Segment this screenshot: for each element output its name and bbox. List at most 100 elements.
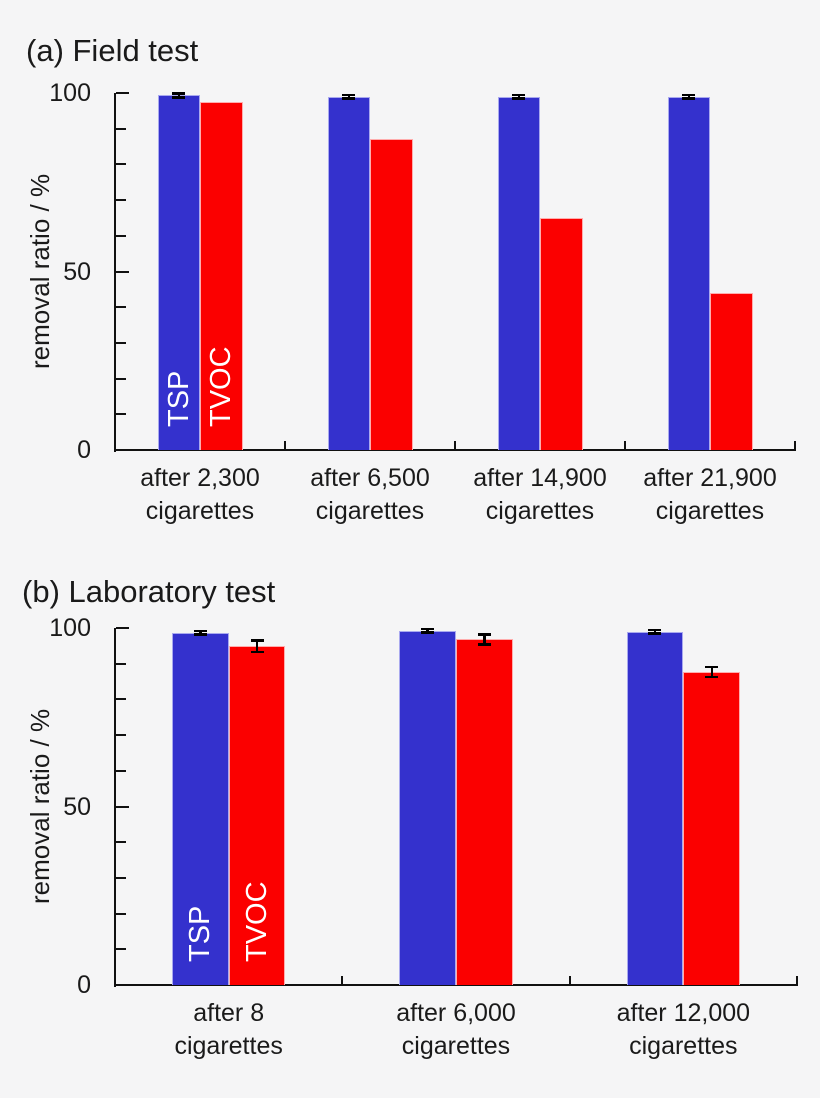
category-label-line: cigarettes (315, 497, 425, 525)
y-tick-label: 50 (63, 257, 91, 286)
y-minor-tick (116, 698, 126, 701)
x-separator-tick (341, 976, 344, 985)
category-label-line: cigarettes (485, 497, 595, 525)
y-minor-tick (116, 306, 126, 309)
y-major-tick (116, 805, 129, 808)
category-label-line: cigarettes (629, 1032, 738, 1060)
category-label-line: after 14,900 (473, 464, 607, 492)
category-label: after 2,300 cigarettes (115, 462, 285, 528)
y-tick-label: 0 (77, 971, 91, 999)
y-minor-tick (116, 734, 126, 737)
error-bar-cap (421, 627, 435, 631)
error-bar-cap (342, 93, 356, 97)
chart-title-laboratory-test: (b) Laboratory test (22, 574, 276, 609)
error-bar (177, 93, 180, 98)
y-minor-tick (116, 662, 126, 665)
y-major-tick (116, 92, 129, 94)
y-minor-tick (116, 841, 126, 844)
error-bar-cap (512, 97, 526, 100)
category-label: after 12,000 cigarettes (570, 997, 797, 1063)
chart-title-field-test: (a) Field test (26, 33, 199, 68)
bar-tvoc (710, 292, 753, 450)
category-label-line: after 2,300 (140, 464, 260, 492)
error-bar (653, 630, 657, 634)
error-bar-cap (250, 639, 264, 642)
error-bar-cap (342, 97, 356, 100)
error-bar-cap (250, 650, 264, 654)
y-major-tick (116, 984, 129, 986)
category-label-line: after 6,500 (310, 464, 430, 492)
x-separator-tick (568, 976, 571, 985)
category-label-line: after 6,000 (396, 999, 516, 1027)
category-label: after 14,900 cigarettes (455, 462, 625, 528)
y-tick-label: 100 (49, 79, 91, 107)
error-bar (255, 640, 259, 652)
error-bar-cap (172, 92, 186, 95)
error-bar-cap (682, 97, 696, 100)
bar-tvoc (540, 217, 583, 450)
error-bar-cap (477, 633, 491, 636)
x-axis (114, 984, 798, 986)
error-bar-cap (477, 643, 491, 646)
error-bar-cap (648, 632, 662, 635)
y-major-tick (116, 270, 129, 273)
bar-tsp (157, 95, 200, 450)
x-axis (114, 449, 796, 451)
error-bar-cap (648, 628, 662, 632)
y-major-tick (116, 449, 129, 451)
bar-tsp (667, 96, 710, 450)
error-bar-cap (512, 93, 526, 97)
y-minor-tick (116, 163, 126, 166)
y-minor-tick (116, 127, 126, 130)
error-bar-cap (193, 633, 207, 636)
category-label-line: after 12,000 (616, 999, 751, 1027)
y-minor-tick (116, 341, 126, 344)
error-bar (347, 95, 350, 99)
error-bar-cap (682, 93, 696, 97)
x-separator-tick (454, 441, 456, 450)
y-axis (114, 628, 116, 987)
y-tick-label: 100 (49, 614, 91, 642)
bar-tvoc (683, 671, 741, 985)
x-axis-end-tick (794, 441, 796, 450)
y-minor-tick (116, 377, 126, 380)
bar-tsp (171, 632, 229, 985)
y-minor-tick (116, 199, 126, 202)
x-separator-tick (284, 441, 286, 450)
category-label-line: cigarettes (174, 1032, 283, 1060)
y-tick-label: 50 (63, 792, 91, 821)
y-minor-tick (116, 234, 126, 237)
error-bar (517, 95, 520, 99)
x-separator-tick (624, 441, 626, 450)
y-minor-tick (116, 769, 126, 772)
y-minor-tick (116, 413, 126, 416)
error-bar-cap (421, 631, 435, 634)
bar-tvoc (200, 101, 243, 450)
bar-tvoc (228, 646, 286, 985)
y-minor-tick (116, 948, 126, 951)
category-label: after 21,900 cigarettes (625, 462, 795, 528)
y-major-tick (116, 627, 129, 629)
error-bar (199, 630, 202, 635)
bar-series-label-tsp: TSP (162, 370, 195, 427)
bar-tsp (327, 96, 370, 450)
x-axis-end-tick (796, 976, 798, 985)
bar-tsp (497, 96, 540, 450)
error-bar-cap (193, 629, 207, 633)
y-axis (114, 93, 116, 452)
bar-tsp (399, 630, 456, 985)
error-bar (426, 629, 429, 633)
error-bar (483, 634, 486, 645)
error-bar (710, 666, 713, 677)
bar-series-label-tvoc: TVOC (240, 881, 273, 962)
field-test-chart: (a) Field test removal ratio / % 0 50 100 T… (0, 0, 820, 535)
category-label-line: cigarettes (655, 497, 765, 525)
category-label-line: after 8 (193, 999, 265, 1027)
category-label: after 6,000 cigarettes (342, 997, 569, 1063)
bar-tsp (626, 631, 684, 985)
category-label-line: cigarettes (401, 1032, 511, 1060)
bar-series-label-tvoc: TVOC (205, 346, 237, 427)
y-minor-tick (116, 876, 126, 879)
